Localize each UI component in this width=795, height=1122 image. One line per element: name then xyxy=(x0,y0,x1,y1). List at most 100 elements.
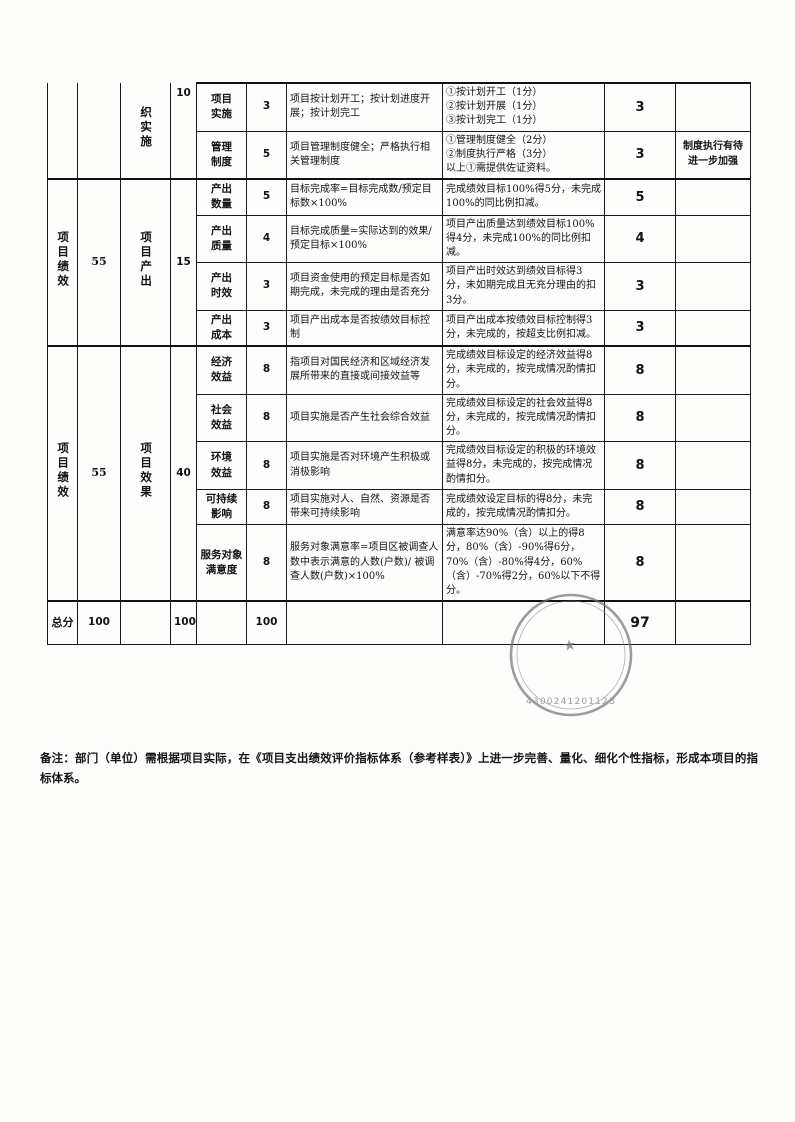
cell-index-score: 4 xyxy=(246,214,287,264)
cell-index-name: 管理 制度 xyxy=(196,130,247,180)
cell-index-name: 经济 效益 xyxy=(196,345,247,395)
cell-actual-score: 5 xyxy=(604,178,676,216)
index-label-line2: 满意度 xyxy=(205,563,238,576)
table-row: 社会 效益 8 项目实施是否产生社会综合效益 完成绩效目标设定的社会效益得8分，未… xyxy=(48,393,751,443)
cell-index-name: 可持续 影响 xyxy=(196,488,247,526)
cell-index-name: 项目 实施 xyxy=(196,81,247,132)
index-label-line2: 效益 xyxy=(211,371,232,384)
cell-explanation: 项目按计划开工；按计划进度开展；按计划完工 xyxy=(286,81,443,132)
cell-index-name: 社会 效益 xyxy=(196,393,247,443)
cell-explanation: 项目管理制度健全；严格执行相关管理制度 xyxy=(286,130,443,180)
cell-aspect-score: 40 xyxy=(170,345,197,602)
cell-criteria: 完成绩效目标100%得5分，未完成100%的同比例扣减。 xyxy=(442,178,605,216)
total-aspect-score: 100 xyxy=(170,600,197,646)
total-explanation xyxy=(286,600,443,646)
table-row-total: 总分 100 100 100 97 xyxy=(47,600,751,646)
cell-explanation: 项目实施对人、自然、资源是否带来可持续影响 xyxy=(286,488,443,526)
total-note xyxy=(675,600,751,646)
remark-note: 备注：部门（单位）需根据项目实际，在《项目支出绩效评价指标体系（参考样表）》上进… xyxy=(40,751,758,786)
aspect-label: 项目产出 xyxy=(139,231,154,290)
cell-explanation: 指项目对国民经济和区域经济发展所带来的直接或间接效益等 xyxy=(286,345,443,395)
total-label: 总分 xyxy=(47,600,78,646)
index-label-line1: 经济 xyxy=(211,356,232,369)
cell-index-name: 产出 成本 xyxy=(196,309,247,347)
index-label-line1: 社会 xyxy=(211,403,232,416)
table-row: 管理制度 5 项目管理制度健全；严格执行相关管理制度 ①管理制度健全（2分） ②… xyxy=(48,130,751,180)
cell-note: 制度执行有待进一步加强 xyxy=(675,130,751,180)
cell-dimension: 项目绩效 xyxy=(47,178,78,347)
cell-index-name: 产出 质量 xyxy=(196,214,247,264)
cell-index-score: 8 xyxy=(246,393,287,443)
cell-index-name: 服务对象 满意度 xyxy=(196,524,247,602)
index-label-line2: 数量 xyxy=(211,198,232,211)
cell-index-score: 8 xyxy=(246,488,287,526)
total-index-score: 100 xyxy=(246,600,287,646)
cell-actual-score: 3 xyxy=(604,81,676,132)
cell-explanation: 服务对象满意率=项目区被调查人数中表示满意的人数(户数)/ 被调查人数(户数)×… xyxy=(286,524,443,602)
cell-actual-score: 8 xyxy=(604,441,676,490)
index-label-line1: 产出 xyxy=(211,313,232,326)
aspect-label: 织实施 xyxy=(139,106,154,150)
cell-criteria: ①管理制度健全（2分） ②制度执行严格（3分） 以上①需提供佐证资料。 xyxy=(442,130,605,180)
index-label-line1: 产出 xyxy=(211,272,232,285)
cell-criteria: 完成绩效目标设定的社会效益得8分，未完成的，按完成情况酌情扣分。 xyxy=(442,393,605,443)
cell-explanation: 项目产出成本是否按绩效目标控制 xyxy=(286,309,443,347)
table-row: 项目绩效 55 项目产出 15 产出 数量 5 目标完成率=目标完成数/预定目标数… xyxy=(47,178,751,347)
cell-index-name: 产出 时效 xyxy=(196,262,247,311)
cell-actual-score: 8 xyxy=(604,524,676,602)
index-label-line1: 管理 xyxy=(211,140,232,153)
cell-actual-score: 4 xyxy=(604,214,676,264)
cell-explanation: 项目资金使用的预定目标是否如期完成，未完成的理由是否充分 xyxy=(286,262,443,311)
aspect-label: 项目效果 xyxy=(139,442,154,501)
cell-aspect: 项目效果 xyxy=(120,345,171,602)
index-label-line1: 产出 xyxy=(211,224,232,237)
index-label-line1: 项目 xyxy=(211,93,232,106)
cell-explanation: 项目实施是否对环境产生积极或消极影响 xyxy=(286,441,443,490)
table-row: 产出 时效 3 项目资金使用的预定目标是否如期完成，未完成的理由是否充分 项目产出… xyxy=(48,262,751,311)
cell-index-score: 5 xyxy=(246,130,287,180)
index-label-line2: 制度 xyxy=(211,155,232,168)
cell-note xyxy=(675,393,751,443)
cell-index-score: 3 xyxy=(246,81,287,132)
table-row: 项目绩效 55 项目效果 40 经济 效益 8 指项目对国民经济和区域经济发展所带… xyxy=(47,345,751,602)
cell-index-score: 8 xyxy=(246,524,287,602)
cell-actual-score: 8 xyxy=(604,345,676,395)
cell-criteria: 项目产出质量达到绩效目标100%得4分，未完成100%的同比例扣减。 xyxy=(442,214,605,264)
evaluation-table: 织实施 10 项目实施 3 项目按计划开工；按计划进度开展；按计划完工 ①按计划… xyxy=(47,81,751,646)
table-row: 织实施 10 项目实施 3 项目按计划开工；按计划进度开展；按计划完工 ①按计划… xyxy=(47,81,751,180)
index-label-line2: 效益 xyxy=(211,418,232,431)
index-label-line2: 质量 xyxy=(211,239,232,252)
index-label-line2: 成本 xyxy=(211,328,232,341)
total-criteria xyxy=(442,600,605,646)
cell-index-score: 5 xyxy=(246,178,287,216)
cell-dimension-score: 55 xyxy=(77,178,121,347)
cell-note xyxy=(675,345,751,395)
index-label-line2: 实施 xyxy=(211,108,232,121)
cell-criteria: 完成绩效设定目标的得8分，未完成的，按完成情况酌情扣分。 xyxy=(442,488,605,526)
cell-index-name: 产出 数量 xyxy=(196,178,247,216)
cell-aspect-score: 10 xyxy=(170,83,197,180)
index-label-line1: 产出 xyxy=(211,183,232,196)
cell-aspect: 项目产出 xyxy=(120,178,171,347)
evaluation-table-container: 织实施 10 项目实施 3 项目按计划开工；按计划进度开展；按计划完工 ①按计划… xyxy=(47,81,751,646)
cell-explanation: 目标完成质量=实际达到的效果/预定目标×100% xyxy=(286,214,443,264)
total-aspect xyxy=(120,600,171,646)
cell-dimension: 项目绩效 xyxy=(47,345,78,602)
cell-index-score: 8 xyxy=(246,345,287,395)
cell-criteria: 项目产出时效达到绩效目标得3分，未如期完成且无充分理由的扣3分。 xyxy=(442,262,605,311)
total-actual-score: 97 xyxy=(604,600,676,646)
total-index xyxy=(196,600,247,646)
cell-index-score: 3 xyxy=(246,262,287,311)
cell-criteria: ①按计划开工（1分） ②按计划开展（1分） ③按计划完工（1分） xyxy=(442,81,605,132)
cell-note xyxy=(675,441,751,490)
cell-dimension xyxy=(47,83,78,180)
cell-criteria: 完成绩效目标设定的积极的环境效益得8分，未完成的，按完成情况酌情扣分。 xyxy=(442,441,605,490)
cell-note xyxy=(675,309,751,347)
cell-aspect: 织实施 xyxy=(120,83,171,180)
cell-note xyxy=(675,524,751,602)
cell-note xyxy=(675,81,751,132)
cell-index-name: 环境 效益 xyxy=(196,441,247,490)
table-row: 环境 效益 8 项目实施是否对环境产生积极或消极影响 完成绩效目标设定的积极的环境… xyxy=(48,441,751,490)
cell-actual-score: 3 xyxy=(604,262,676,311)
table-row: 可持续 影响 8 项目实施对人、自然、资源是否带来可持续影响 完成绩效设定目标的得… xyxy=(48,488,751,526)
